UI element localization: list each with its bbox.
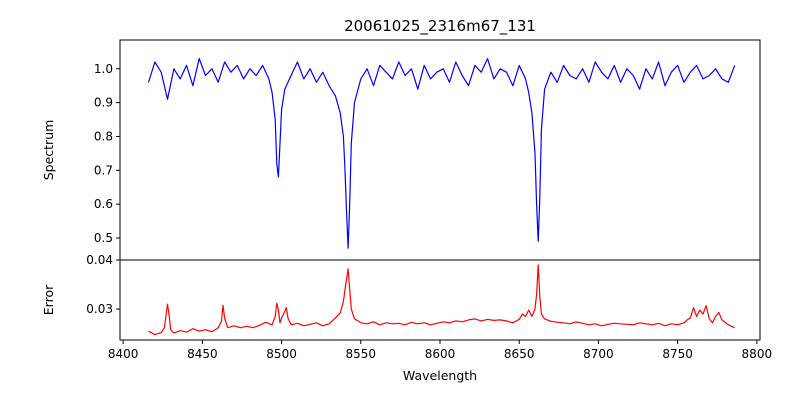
top-y-axis-label: Spectrum — [41, 120, 56, 181]
spectrum-y-tick-label: 0.9 — [94, 96, 113, 110]
spectrum-y-tick-label: 0.6 — [94, 197, 113, 211]
spectrum-panel: 0.5 0.6 0.7 0.8 0.9 1.0 — [94, 39, 761, 261]
error-y-tick-label: 0.03 — [86, 302, 113, 316]
error-panel: 0.03 0.04 8400 8450 8500 8550 8600 8650 8700 8750… — [86, 253, 772, 361]
x-axis-label: Wavelength — [403, 368, 477, 383]
x-tick-label: 8800 — [742, 347, 773, 361]
x-tick-label: 8550 — [346, 347, 377, 361]
spectrum-series-line — [147, 57, 736, 249]
spectrum-axes-frame — [119, 39, 761, 261]
x-tick-label: 8450 — [187, 347, 218, 361]
error-axes-frame — [119, 259, 761, 341]
x-tick-label: 8500 — [266, 347, 297, 361]
x-tick-label: 8750 — [662, 347, 693, 361]
spectrum-y-tick-label: 0.7 — [94, 163, 113, 177]
error-series-line — [148, 264, 735, 336]
x-tick-label: 8700 — [583, 347, 614, 361]
spectrum-y-tick-label: 0.8 — [94, 129, 113, 143]
spectrum-y-tick-label: 1.0 — [94, 62, 113, 76]
spectrum-y-tick-label: 0.5 — [94, 231, 113, 245]
x-tick-label: 8600 — [425, 347, 456, 361]
x-tick-label: 8650 — [504, 347, 535, 361]
error-y-tick-label: 0.04 — [86, 253, 113, 267]
x-tick-label: 8400 — [108, 347, 139, 361]
chart-title: 20061025_2316m67_131 — [344, 17, 536, 36]
bottom-y-axis-label: Error — [41, 284, 56, 315]
